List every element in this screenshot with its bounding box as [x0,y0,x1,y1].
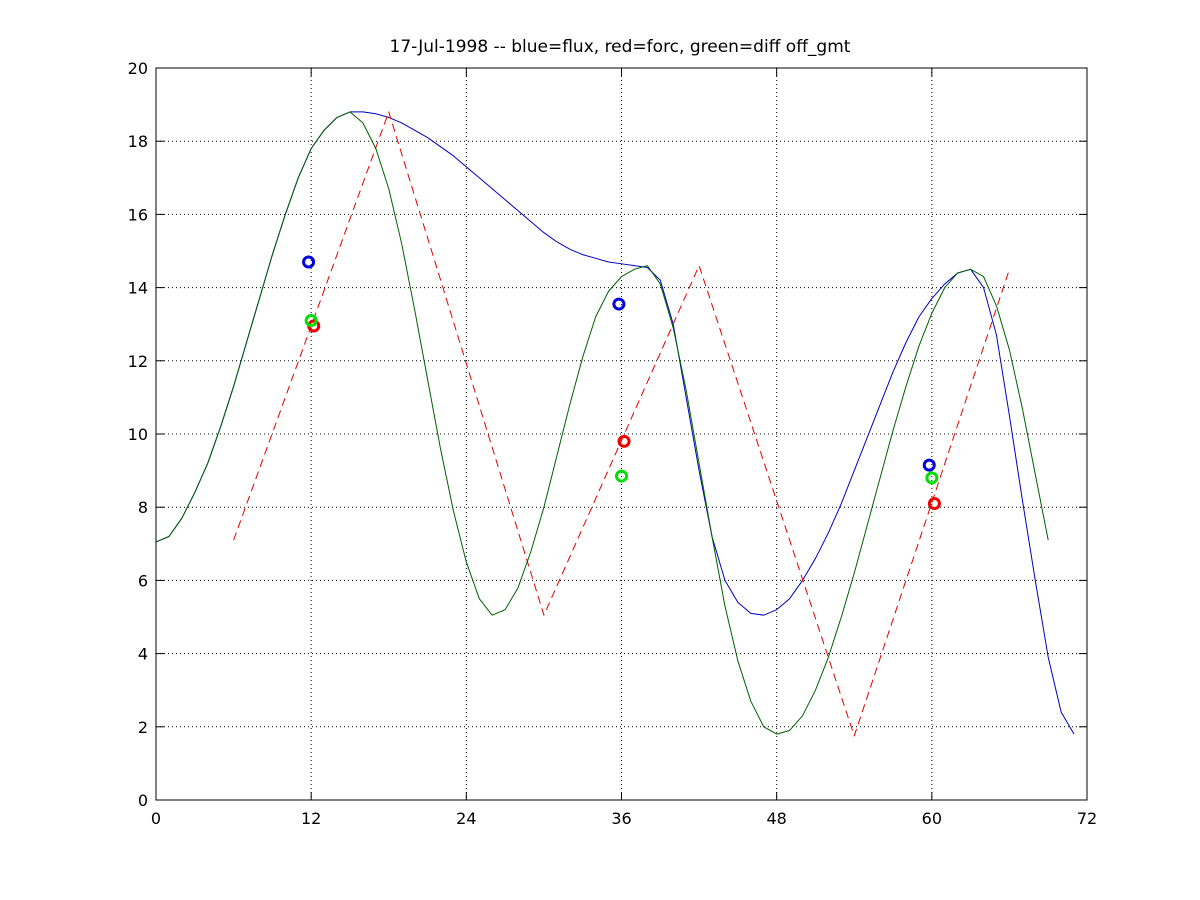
marker-diff_marker [304,314,318,328]
series-lines [155,111,1075,737]
x-tick-label: 60 [922,809,942,828]
y-tick-label: 10 [128,425,148,444]
y-tick-label: 0 [138,791,148,810]
y-tick-label: 2 [138,718,148,737]
y-tick-label: 6 [138,571,148,590]
y-tick-label: 20 [128,59,148,78]
x-tick-label: 0 [151,809,161,828]
marker-diff_marker [925,471,939,485]
plot-background [156,68,1087,800]
chart-title: 17-Jul-1998 -- blue=flux, red=forc, gree… [390,37,851,57]
y-tick-label: 14 [128,279,148,298]
y-tick-label: 18 [128,132,148,151]
marker-forc_marker [617,434,631,448]
marker-flux_marker [922,458,936,472]
y-tick-label: 16 [128,205,148,224]
marker-flux_marker [612,297,626,311]
y-tick-label: 8 [138,498,148,517]
x-tick-label: 36 [611,809,631,828]
x-tick-label: 72 [1077,809,1097,828]
marker-forc_marker [927,497,941,511]
x-tick-label: 12 [301,809,321,828]
axis-ticks [155,67,1088,801]
y-tick-label: 4 [138,645,148,664]
series-line-diff [155,111,1049,735]
marker-points [302,255,941,511]
x-tick-label: 24 [456,809,476,828]
marker-diff_marker [615,469,628,483]
y-tick-label: 12 [128,352,148,371]
marker-flux_marker [302,255,316,269]
series-line-forc [233,111,1010,737]
x-tick-label: 48 [766,809,786,828]
